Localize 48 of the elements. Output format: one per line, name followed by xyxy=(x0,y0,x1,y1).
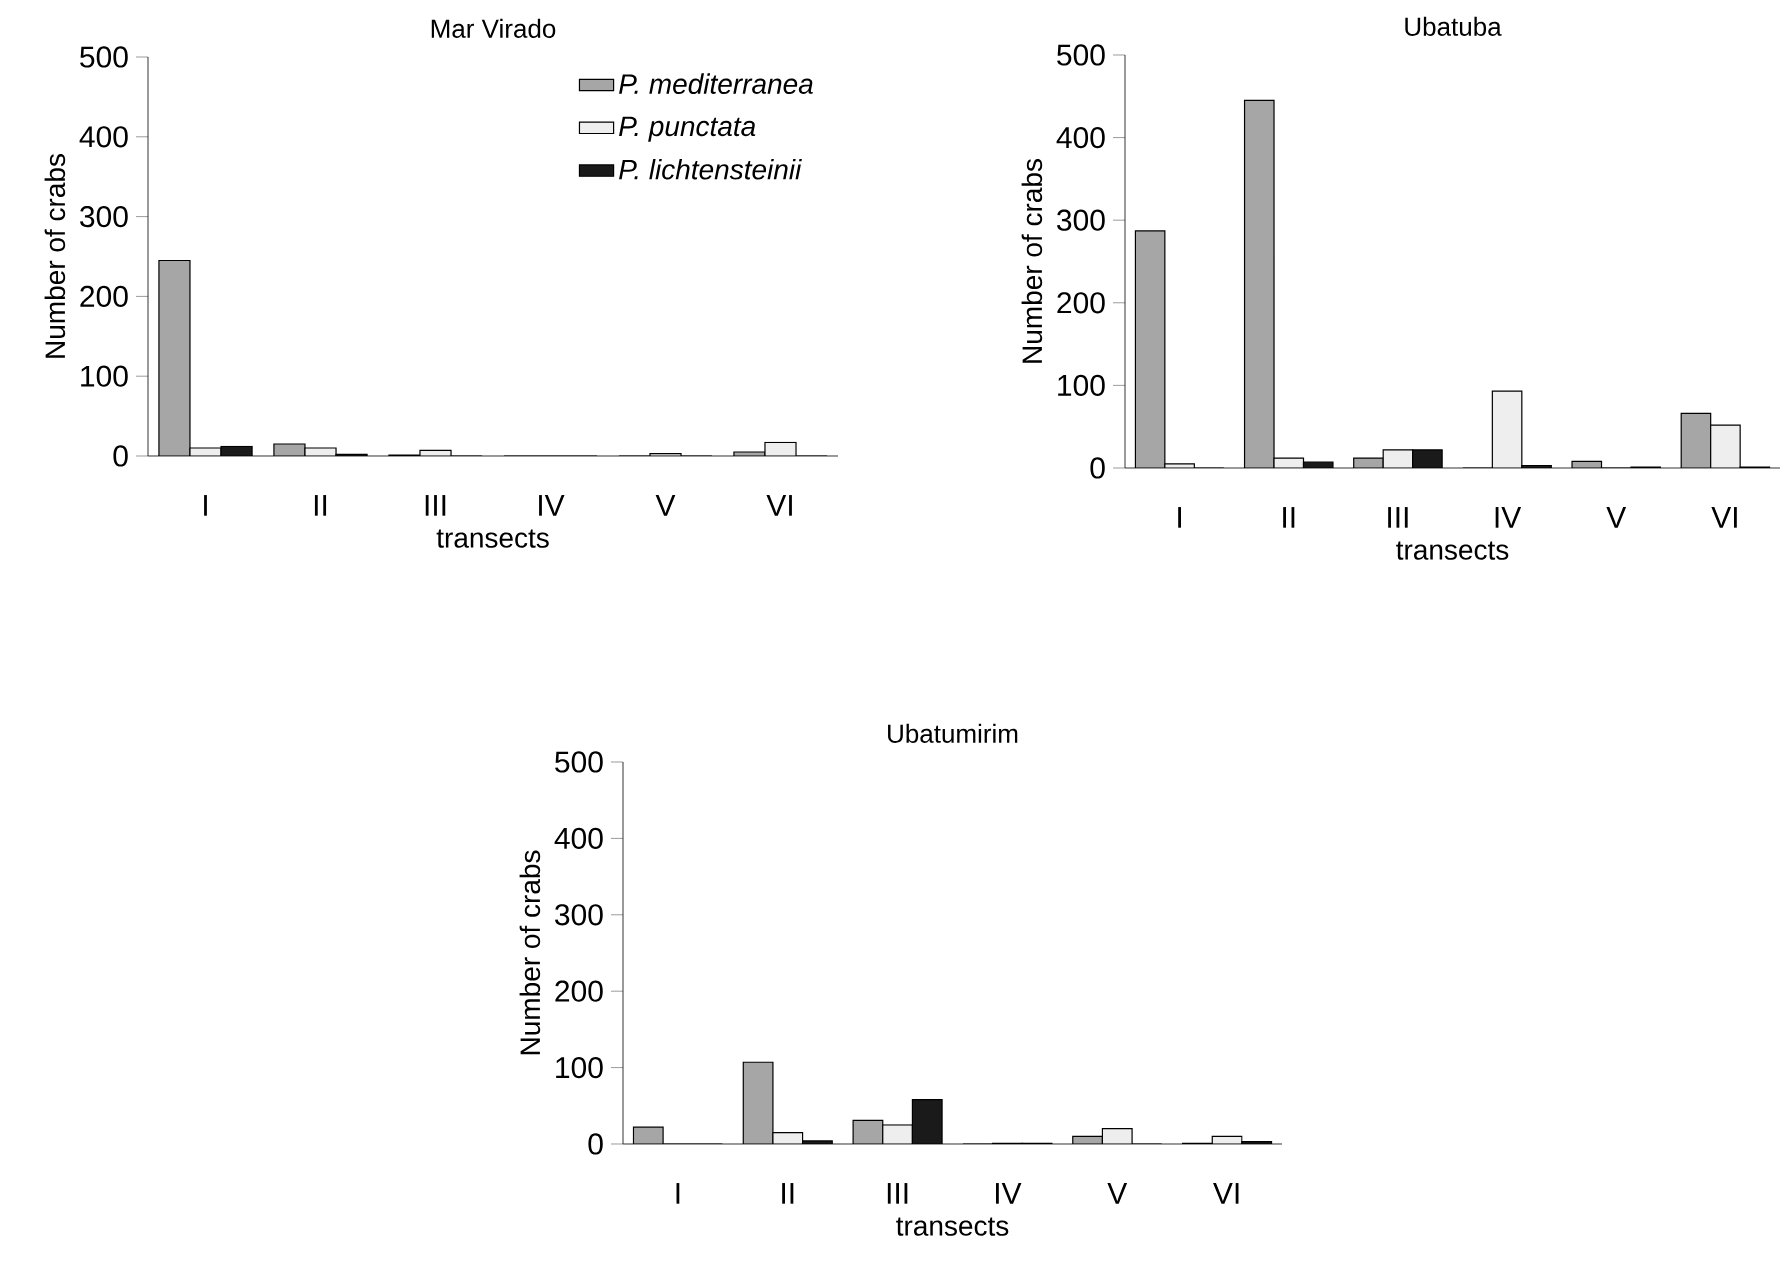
x-tick-label: VI xyxy=(766,495,792,516)
y-tick-label: 300 xyxy=(80,205,128,228)
x-tick-label: III xyxy=(1388,507,1408,528)
y-tick-label: 400 xyxy=(79,126,128,148)
chart-title: Ubatuba xyxy=(1405,16,1502,36)
y-tick-label: 0 xyxy=(588,1133,603,1155)
legend-label: P. mediterranea xyxy=(619,73,813,94)
y-axis-title: Number of crabs xyxy=(1021,159,1043,363)
x-tick-label: IV xyxy=(1495,507,1522,528)
chart-title: Mar Virado xyxy=(431,18,556,38)
y-tick-label: 0 xyxy=(1090,457,1105,479)
y-tick-label: 300 xyxy=(555,904,603,926)
x-tick-label: VI xyxy=(1213,1183,1239,1204)
x-tick-label: II xyxy=(782,1183,794,1204)
y-tick-label: 500 xyxy=(1057,44,1105,66)
y-axis-title: Number of crabs xyxy=(44,154,66,358)
y-tick-label: 500 xyxy=(80,46,128,68)
x-tick-label: V xyxy=(1606,507,1627,528)
x-tick-label: V xyxy=(1107,1183,1128,1204)
x-tick-label: III xyxy=(887,1183,908,1204)
x-axis-title: transects xyxy=(896,1217,1009,1236)
y-axis-title: Number of crabs xyxy=(519,850,541,1055)
y-tick-label: 300 xyxy=(1057,209,1105,231)
x-tick-label: III xyxy=(425,495,446,516)
y-tick-label: 500 xyxy=(555,751,603,773)
x-tick-label: V xyxy=(655,495,676,516)
x-axis-title: transects xyxy=(436,529,549,548)
y-tick-label: 200 xyxy=(555,980,603,1002)
y-tick-label: 100 xyxy=(556,1056,603,1079)
y-tick-label: 200 xyxy=(1057,292,1105,314)
x-axis-title: transects xyxy=(1396,541,1509,560)
y-tick-label: 100 xyxy=(1058,374,1105,396)
x-tick-label: I xyxy=(676,1183,680,1204)
y-tick-label: 100 xyxy=(81,365,128,387)
y-tick-label: 200 xyxy=(80,285,128,307)
x-tick-label: I xyxy=(204,495,207,516)
y-tick-label: 400 xyxy=(1056,126,1105,149)
y-tick-label: 0 xyxy=(113,445,128,467)
x-tick-label: I xyxy=(1178,507,1181,528)
x-tick-label: IV xyxy=(539,495,565,516)
x-tick-label: II xyxy=(1283,507,1295,528)
chart-title: Ubatumirim xyxy=(888,723,1018,743)
x-tick-label: VI xyxy=(1711,507,1737,528)
x-tick-label: II xyxy=(314,495,327,516)
x-tick-label: IV xyxy=(996,1183,1022,1204)
legend-label: P. punctata xyxy=(619,116,756,142)
legend-label: P. lichtensteinii xyxy=(619,158,802,180)
y-tick-label: 400 xyxy=(554,827,603,850)
